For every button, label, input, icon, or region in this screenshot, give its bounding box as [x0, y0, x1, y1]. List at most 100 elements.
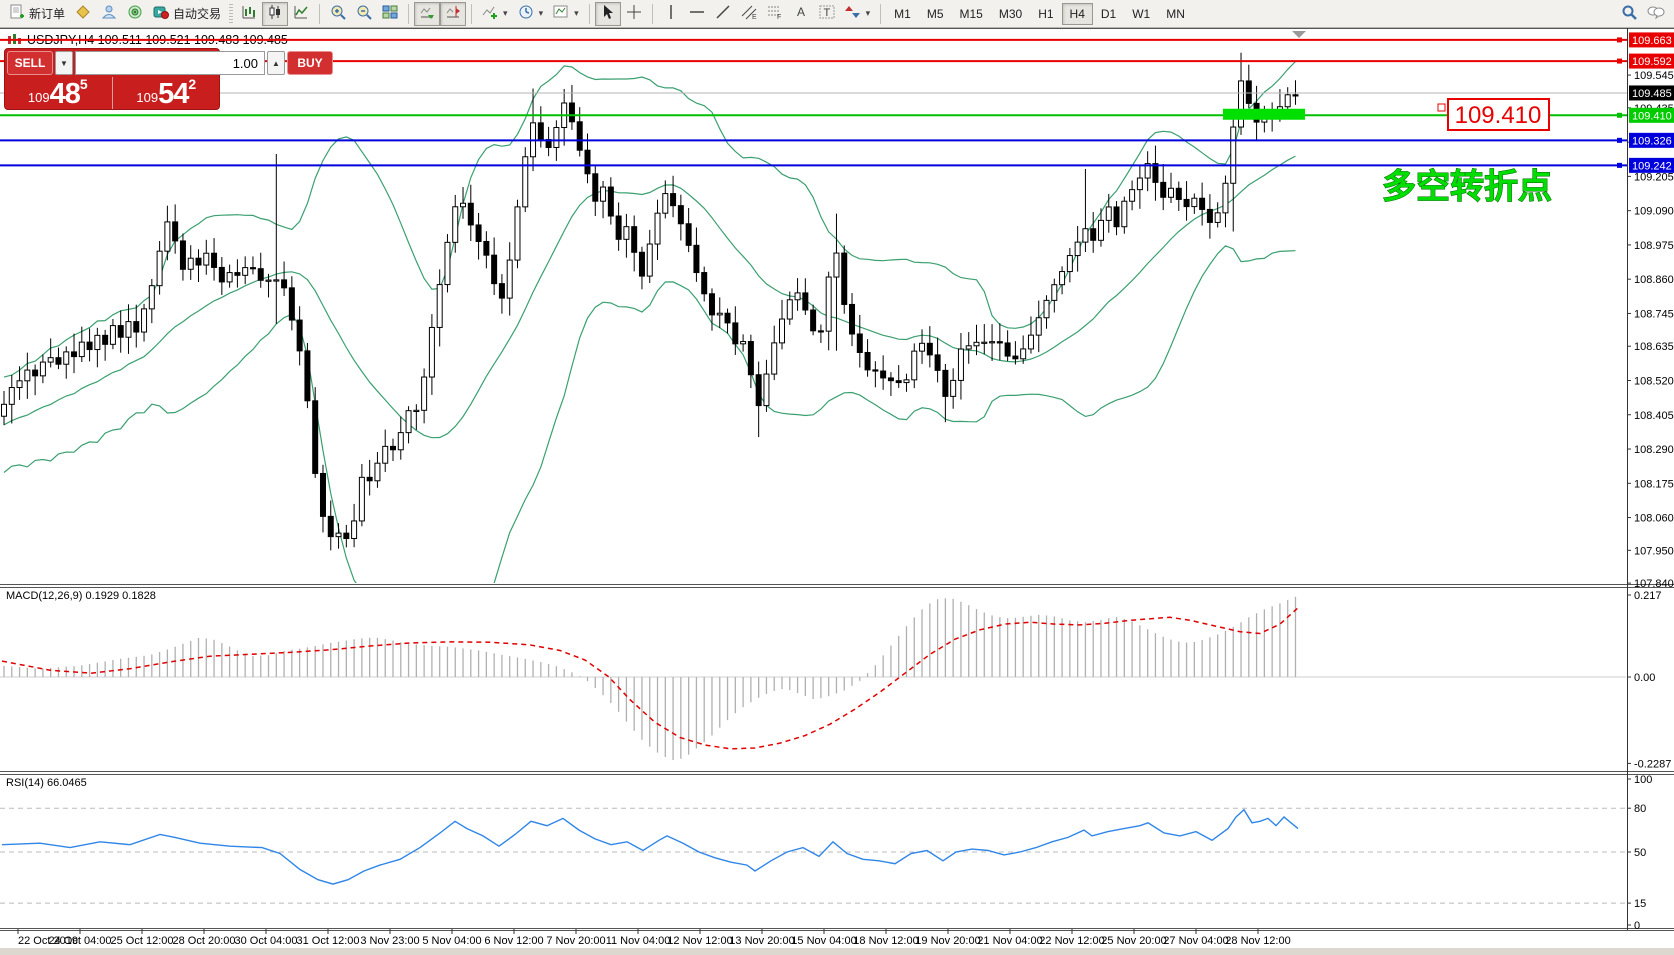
svg-text:50: 50: [1634, 847, 1646, 859]
price-badge-109.242: 109.242: [1632, 160, 1672, 172]
indicators-button[interactable]: ▾: [477, 2, 513, 26]
arrows-icon: [844, 4, 861, 23]
bar-chart-button[interactable]: [236, 2, 262, 26]
chart-shift-button[interactable]: [440, 1, 467, 26]
svg-text:108.175: 108.175: [1634, 478, 1674, 490]
svg-text:A: A: [797, 5, 805, 19]
fibonacci-icon: F: [767, 4, 783, 23]
buy-button[interactable]: BUY: [287, 51, 333, 75]
fibonacci-button[interactable]: F: [762, 2, 788, 26]
timeframe-d1[interactable]: D1: [1100, 6, 1117, 21]
bar-chart-icon: [241, 4, 257, 23]
svg-text:108.975: 108.975: [1634, 240, 1674, 252]
rsi-label: RSI(14) 66.0465: [6, 777, 87, 789]
price-badge-109.663: 109.663: [1632, 35, 1672, 47]
volume-input[interactable]: [75, 51, 265, 75]
svg-text:28 Oct 20:00: 28 Oct 20:00: [173, 935, 236, 947]
timeframe-h1[interactable]: H1: [1038, 6, 1054, 21]
price-annotation-box[interactable]: [1447, 98, 1550, 131]
svg-text:21 Nov 04:00: 21 Nov 04:00: [977, 935, 1042, 947]
zoom-out-icon: [356, 4, 372, 23]
svg-text:108.745: 108.745: [1634, 308, 1674, 320]
trendline-button[interactable]: [710, 2, 736, 26]
vertical-line-button[interactable]: [658, 2, 684, 26]
price-badge-109.410: 109.410: [1632, 110, 1672, 122]
dropdown-arrow-icon: ▾: [865, 8, 871, 18]
svg-text:107.840: 107.840: [1634, 578, 1674, 590]
svg-text:108.060: 108.060: [1634, 513, 1674, 525]
line-chart-button[interactable]: [288, 2, 314, 26]
volume-increase-button[interactable]: ▲: [267, 51, 285, 75]
text-button[interactable]: A: [788, 2, 814, 26]
toolbar-separator: [408, 3, 410, 24]
templates-button[interactable]: ▾: [548, 2, 584, 26]
macd-pane: [0, 596, 1626, 760]
timeframe-w1[interactable]: W1: [1132, 6, 1151, 21]
svg-text:27 Nov 04:00: 27 Nov 04:00: [1163, 935, 1228, 947]
cursor-button[interactable]: [594, 1, 621, 26]
horizontal-line-button[interactable]: [684, 2, 710, 26]
macd-axis: 0.217 0.00 -0.2287: [1627, 590, 1671, 770]
timeframe-m1[interactable]: M1: [894, 6, 911, 21]
market-button[interactable]: [96, 2, 122, 26]
autotrading-icon: [153, 4, 170, 23]
svg-text:108.405: 108.405: [1634, 410, 1674, 422]
chart-shift-icon: [445, 4, 461, 23]
zoom-in-button[interactable]: [325, 2, 351, 26]
svg-text:80: 80: [1634, 803, 1646, 815]
timeframe-m30[interactable]: M30: [998, 6, 1023, 21]
zoom-out-button[interactable]: [351, 2, 377, 26]
svg-text:0.00: 0.00: [1634, 672, 1655, 684]
crosshair-button[interactable]: [621, 2, 647, 26]
svg-text:T: T: [823, 7, 830, 19]
sell-price-button[interactable]: 109 48 5: [7, 77, 109, 109]
svg-text:109.545: 109.545: [1634, 70, 1674, 82]
toolbar-separator: [651, 3, 653, 24]
market-icon: [101, 4, 117, 23]
price-badge-109.485: 109.485: [1632, 88, 1672, 100]
autotrading-button[interactable]: 自动交易: [148, 2, 226, 26]
new-order-button[interactable]: 新订单: [4, 2, 70, 26]
clock-icon: [518, 4, 534, 23]
chart-canvas[interactable]: USDJPY,H4 109.511 109.521 109.483 109.48…: [0, 28, 1674, 955]
search-button[interactable]: [1616, 2, 1642, 26]
periods-button[interactable]: ▾: [513, 2, 549, 26]
volume-decrease-button[interactable]: ▼: [55, 51, 73, 75]
rsi-pane: [0, 807, 1626, 904]
price-badge-109.592: 109.592: [1632, 56, 1672, 68]
svg-text:108.520: 108.520: [1634, 375, 1674, 387]
svg-text:19 Nov 20:00: 19 Nov 20:00: [915, 935, 980, 947]
candlestick-chart-button[interactable]: [262, 1, 289, 26]
text-label-button[interactable]: T: [814, 2, 840, 26]
text-label-icon: T: [819, 4, 835, 23]
timeframe-h4[interactable]: H4: [1061, 2, 1093, 25]
arrows-button[interactable]: ▾: [840, 2, 876, 26]
svg-text:12 Nov 12:00: 12 Nov 12:00: [667, 935, 732, 947]
metaeditor-button[interactable]: [70, 2, 96, 26]
auto-scroll-button[interactable]: [414, 1, 441, 26]
svg-text:107.950: 107.950: [1634, 545, 1674, 557]
sell-button[interactable]: SELL: [7, 51, 53, 75]
svg-text:7 Nov 20:00: 7 Nov 20:00: [546, 935, 605, 947]
svg-text:0: 0: [1634, 920, 1640, 932]
timeframe-m15[interactable]: M15: [959, 6, 983, 21]
horizontal-line-icon: [689, 4, 705, 23]
candlestick-chart-icon: [267, 4, 283, 23]
line-anchor-marker[interactable]: [1437, 103, 1446, 112]
svg-text:22 Oct 2019: 22 Oct 2019: [18, 935, 78, 947]
timeframe-mn[interactable]: MN: [1166, 6, 1185, 21]
signals-button[interactable]: [122, 2, 148, 26]
svg-text:13 Nov 20:00: 13 Nov 20:00: [729, 935, 794, 947]
tile-windows-button[interactable]: [377, 2, 403, 26]
equidistant-channel-button[interactable]: E: [736, 2, 762, 26]
toolbar-separator: [471, 3, 473, 24]
svg-text:108.860: 108.860: [1634, 274, 1674, 286]
tile-windows-icon: [382, 4, 398, 23]
timeframe-m5[interactable]: M5: [926, 6, 944, 21]
buy-price-button[interactable]: 109 54 2: [115, 77, 217, 109]
toolbar-grip: [229, 3, 234, 24]
chat-button[interactable]: [1642, 2, 1670, 26]
sell-price-handle: 109: [27, 90, 50, 105]
chart-shift-marker-icon[interactable]: [1292, 31, 1306, 38]
